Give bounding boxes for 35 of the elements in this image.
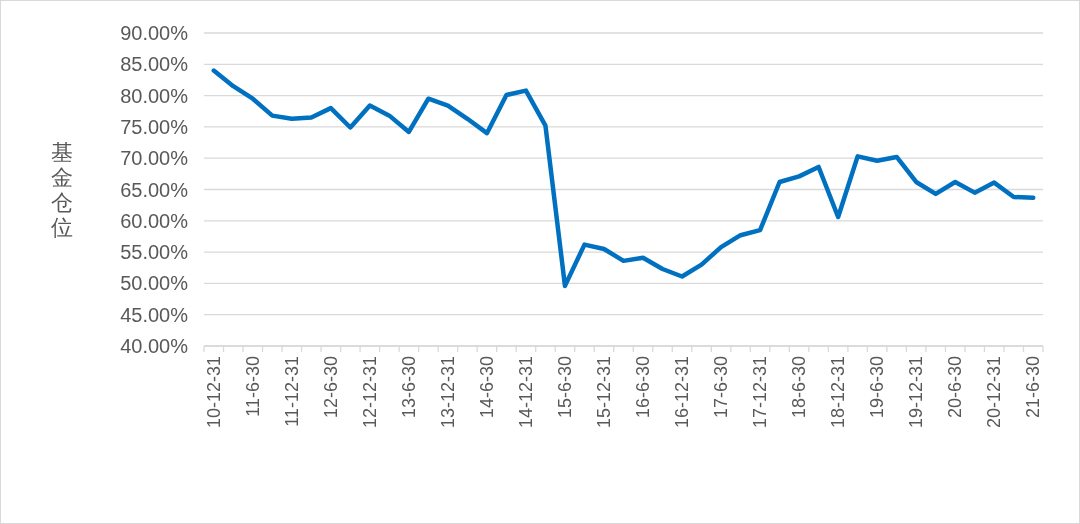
x-tick-label: 12-6-30 <box>320 356 341 419</box>
x-tick-label: 13-6-30 <box>398 356 419 419</box>
x-tick-label: 11-6-30 <box>242 356 263 417</box>
y-tick-label: 90.00% <box>120 22 189 44</box>
x-tick-label: 14-12-31 <box>515 356 536 429</box>
x-tick-label: 21-6-30 <box>1023 356 1044 419</box>
y-tick-label: 75.00% <box>120 115 189 138</box>
x-tick-label: 18-6-30 <box>789 356 810 419</box>
y-tick-label: 55.00% <box>120 241 189 264</box>
x-tick-label: 20-6-30 <box>945 356 966 419</box>
x-tick-label: 20-12-31 <box>984 356 1005 429</box>
x-tick-label: 18-12-31 <box>828 356 849 429</box>
x-tick-label: 10-12-31 <box>203 356 224 429</box>
x-tick-label: 15-12-31 <box>593 356 614 429</box>
line-series <box>211 68 1036 289</box>
y-tick-label: 85.00% <box>120 53 189 76</box>
y-tick-label: 50.00% <box>120 272 189 295</box>
x-tick-label: 12-12-31 <box>359 356 380 429</box>
y-tick-label: 60.00% <box>120 209 189 232</box>
x-tick-label: 19-6-30 <box>867 356 888 419</box>
x-tick-label: 17-6-30 <box>711 356 732 419</box>
y-axis-title: 基金仓位 <box>51 140 73 240</box>
y-tick-label: 40.00% <box>120 335 189 357</box>
x-tick-label: 11-12-31 <box>281 356 302 427</box>
x-tick-label: 16-12-31 <box>672 356 693 429</box>
x-tick-label: 13-12-31 <box>437 356 458 429</box>
x-tick-label: 17-12-31 <box>750 356 771 429</box>
x-tick-label: 19-12-31 <box>906 356 927 429</box>
y-tick-label: 80.00% <box>120 84 189 107</box>
y-tick-label: 70.00% <box>120 147 189 170</box>
y-tick-label: 45.00% <box>120 303 189 326</box>
y-tick-label: 65.00% <box>120 178 189 201</box>
x-tick-label: 14-6-30 <box>476 356 497 419</box>
x-tick-label: 15-6-30 <box>554 356 575 419</box>
x-tick-label: 16-6-30 <box>633 356 654 419</box>
